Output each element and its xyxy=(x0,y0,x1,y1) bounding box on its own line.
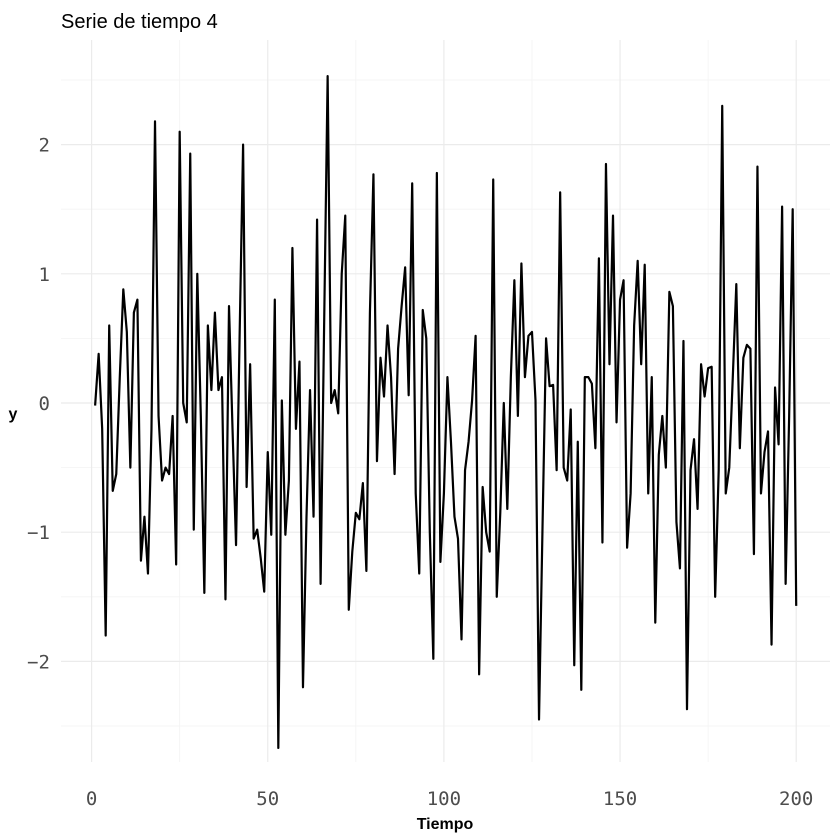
y-tick-label: 1 xyxy=(39,264,50,286)
grid-lines xyxy=(61,40,830,762)
x-axis-ticks: 0 50 100 150 200 xyxy=(86,788,813,810)
y-tick-label: −1 xyxy=(27,522,50,544)
x-tick-label: 200 xyxy=(779,788,813,810)
y-axis-ticks: −2 −1 0 1 2 xyxy=(27,135,50,674)
y-tick-label: −2 xyxy=(27,651,50,673)
series-line xyxy=(94,75,798,750)
y-tick-label: 2 xyxy=(39,135,50,157)
x-tick-label: 50 xyxy=(256,788,279,810)
x-tick-label: 100 xyxy=(427,788,461,810)
x-axis-title: Tiempo xyxy=(417,816,474,833)
x-tick-label: 0 xyxy=(86,788,97,810)
y-tick-label: 0 xyxy=(39,393,50,415)
x-tick-label: 150 xyxy=(603,788,637,810)
series-layer xyxy=(94,75,798,750)
chart-title: Serie de tiempo 4 xyxy=(61,11,218,33)
y-axis-title: y xyxy=(9,406,18,423)
